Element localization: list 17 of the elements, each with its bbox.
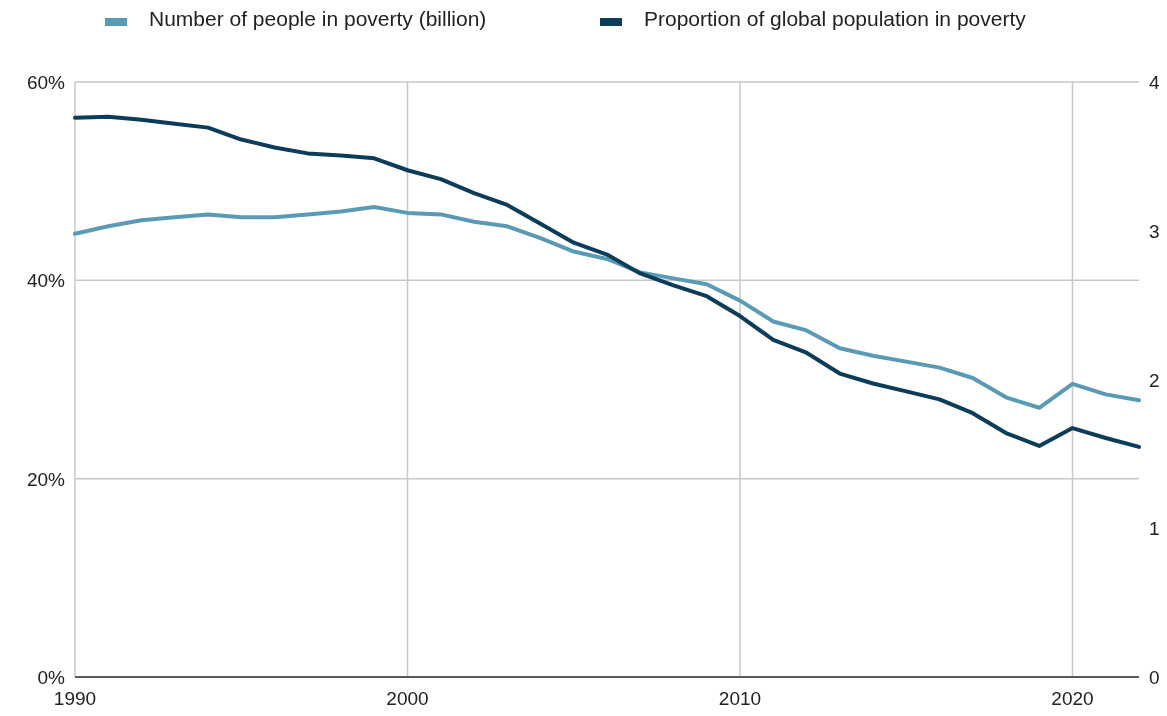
x-tick-label: 2020 xyxy=(1051,688,1094,709)
legend-label: Number of people in poverty (billion) xyxy=(149,7,487,30)
y2-tick-label: 0 xyxy=(1149,667,1160,688)
y2-tick-label: 3 xyxy=(1149,220,1160,242)
line-series xyxy=(73,114,1141,449)
y2-tick-label: 4 xyxy=(1149,72,1160,93)
y2-tick-label: 1 xyxy=(1149,518,1160,540)
y-tick-label: 60% xyxy=(26,72,66,93)
line-series xyxy=(73,204,1141,410)
x-tick-label: 2000 xyxy=(386,688,429,709)
y-tick-label: 0% xyxy=(37,667,66,688)
x-tick-label: 1990 xyxy=(53,688,97,709)
x-tick-label: 2010 xyxy=(718,688,762,709)
y-tick-label: 20% xyxy=(26,468,66,490)
y2-tick-label: 2 xyxy=(1149,369,1160,391)
y-tick-label: 40% xyxy=(26,270,66,292)
legend-label: Proportion of global population in poverty xyxy=(644,7,1027,30)
